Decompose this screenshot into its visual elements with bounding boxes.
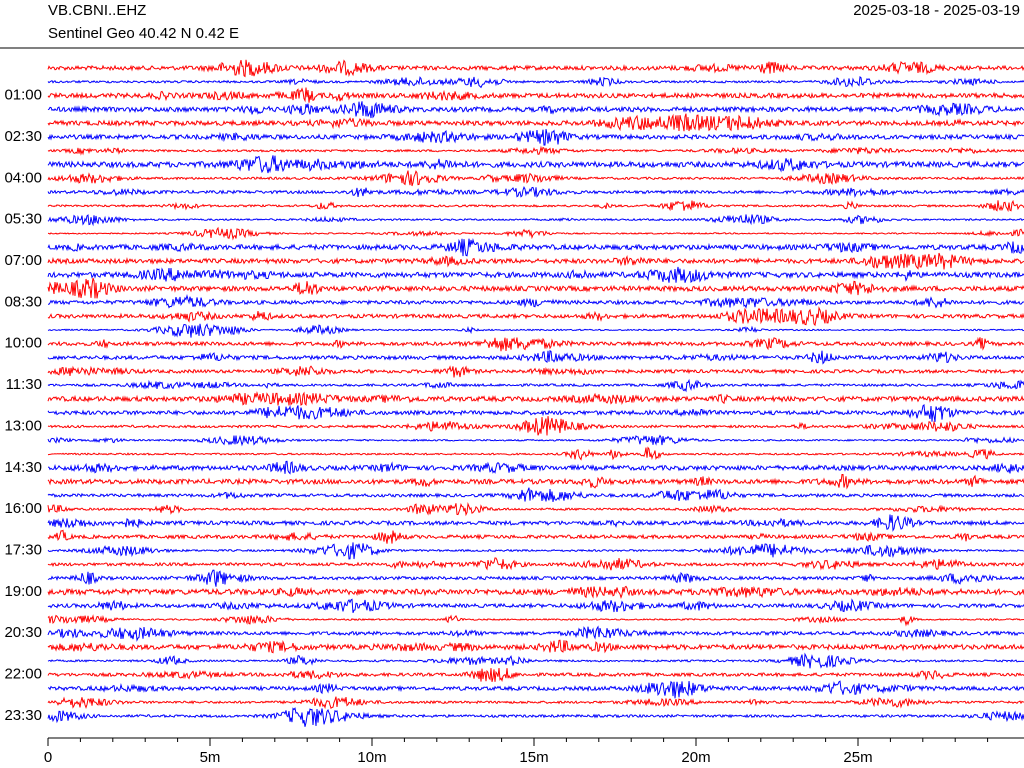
trace	[47, 474, 1024, 490]
y-tick-label: 17:30	[4, 542, 42, 559]
trace	[47, 557, 1024, 571]
x-tick-label: 10m	[357, 749, 386, 766]
trace	[47, 59, 1024, 78]
trace	[47, 446, 1024, 461]
x-tick-label: 0	[44, 749, 52, 766]
trace	[47, 306, 1024, 327]
trace	[47, 652, 1024, 669]
y-tick-label: 22:00	[4, 666, 42, 683]
trace	[47, 514, 1024, 532]
trace	[47, 252, 1024, 270]
trace	[47, 416, 1024, 436]
trace	[47, 87, 1024, 103]
trace	[47, 404, 1024, 422]
trace	[47, 542, 1024, 560]
trace	[47, 529, 1024, 544]
y-tick-label: 07:00	[4, 252, 42, 269]
trace	[47, 323, 1024, 338]
trace	[48, 294, 1024, 309]
y-tick-label: 19:00	[4, 583, 42, 600]
trace	[47, 625, 1024, 642]
station-title: VB.CBNI..EHZ	[48, 2, 146, 19]
trace	[47, 128, 1024, 146]
trace	[47, 185, 1024, 198]
trace	[47, 365, 1024, 378]
y-tick-label: 16:00	[4, 500, 42, 517]
trace	[47, 378, 1024, 393]
station-subtitle: Sentinel Geo 40.42 N 0.42 E	[48, 25, 239, 42]
trace	[47, 585, 1024, 599]
trace	[47, 75, 1024, 89]
x-tick-label: 25m	[843, 749, 872, 766]
trace	[47, 336, 1024, 352]
trace	[47, 460, 1024, 475]
y-tick-label: 13:00	[4, 417, 42, 434]
trace	[47, 170, 1024, 187]
trace	[47, 266, 1024, 284]
trace	[47, 487, 1024, 502]
y-tick-label: 20:30	[4, 624, 42, 641]
x-tick-label: 5m	[200, 749, 221, 766]
trace	[47, 680, 1024, 699]
trace	[47, 390, 1024, 406]
trace	[47, 598, 1024, 613]
trace	[47, 502, 1024, 517]
trace	[47, 238, 1024, 257]
date-range: 2025-03-18 - 2025-03-19	[853, 2, 1020, 19]
y-tick-label: 08:30	[4, 293, 42, 310]
trace	[47, 707, 1024, 727]
y-tick-label: 14:30	[4, 459, 42, 476]
y-tick-label: 23:30	[4, 707, 42, 724]
trace	[47, 113, 1024, 132]
trace	[47, 199, 1024, 213]
trace	[47, 226, 1024, 241]
trace	[47, 696, 1024, 710]
y-tick-label: 02:30	[4, 128, 42, 145]
trace	[47, 350, 1024, 365]
x-tick-label: 20m	[681, 749, 710, 766]
trace	[47, 639, 1024, 654]
trace	[47, 434, 1024, 447]
trace	[47, 569, 1024, 587]
trace	[47, 277, 1024, 299]
trace	[47, 155, 1024, 174]
y-tick-label: 11:30	[6, 376, 42, 393]
y-tick-label: 10:00	[4, 335, 42, 352]
trace	[47, 614, 1024, 627]
trace	[47, 668, 1024, 683]
trace	[47, 145, 1024, 156]
y-tick-label: 05:30	[4, 211, 42, 228]
y-tick-label: 01:00	[4, 87, 42, 104]
x-tick-label: 15m	[519, 749, 548, 766]
y-tick-label: 04:00	[4, 169, 42, 186]
trace	[47, 101, 1024, 119]
trace	[47, 214, 1024, 227]
